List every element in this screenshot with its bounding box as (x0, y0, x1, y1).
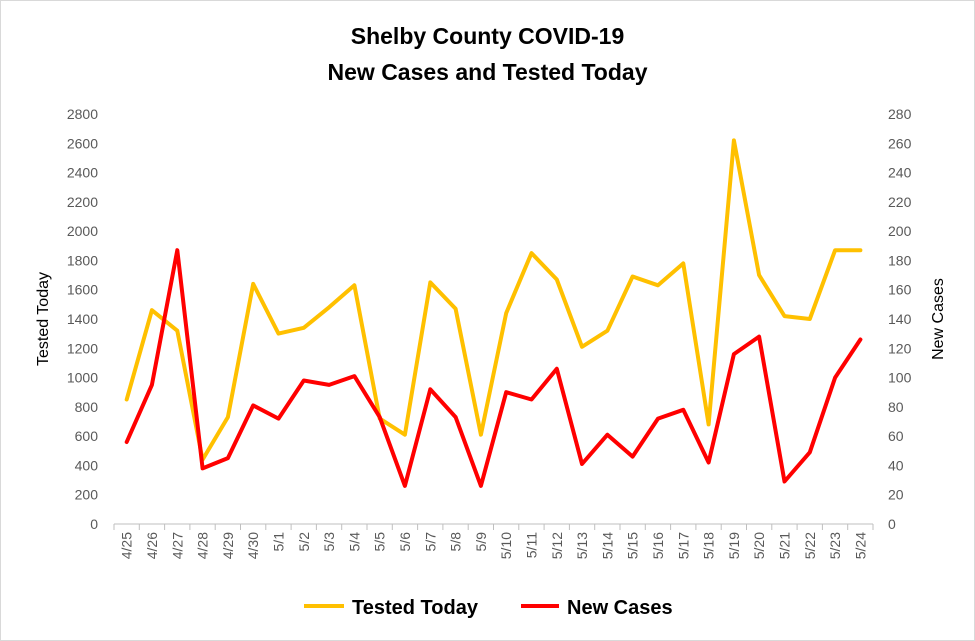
x-tick-label: 5/8 (448, 532, 464, 552)
x-tick-label: 5/19 (726, 532, 742, 559)
y-left-tick-label: 2600 (67, 135, 98, 151)
x-tick-label: 5/21 (776, 532, 792, 559)
y-right-tick-label: 160 (888, 282, 912, 298)
y-right-tick-label: 180 (888, 252, 912, 268)
y-right-tick-label: 240 (888, 165, 912, 181)
y-right-tick-label: 120 (888, 340, 912, 356)
y-right-tick-label: 140 (888, 311, 912, 327)
y-left-tick-label: 1000 (67, 370, 98, 386)
y-right-tick-label: 220 (888, 194, 912, 210)
y-left-tick-label: 800 (75, 399, 99, 415)
series-layer (124, 138, 863, 488)
axes: 4/25 4/26 4/27 4/28 4/29 4/30 5/1 5/2 5/3 5/4 5/5 5… (35, 106, 947, 559)
x-tick-label: 5/2 (296, 532, 312, 552)
y-right-tick-label: 280 (888, 106, 912, 122)
y-left-tick-label: 2200 (67, 194, 98, 210)
legend: Tested Today New Cases (304, 597, 673, 619)
y-left-tick-label: 1800 (67, 252, 98, 268)
y-left-tick-label: 2800 (67, 106, 98, 122)
series-line-tested-today (124, 138, 863, 462)
x-tick-label: 4/27 (169, 532, 185, 559)
y-right-tick-label: 60 (888, 428, 904, 444)
x-tick-label: 4/25 (119, 532, 135, 559)
x-tick-label: 5/11 (523, 532, 539, 558)
y-left-tick-label: 2400 (67, 165, 98, 181)
legend-label-new-cases: New Cases (567, 597, 673, 619)
y-left-tick-label: 0 (90, 516, 98, 532)
y-left-axis-title: Tested Today (35, 272, 52, 366)
x-tick-label: 4/26 (144, 532, 160, 559)
x-tick-label: 5/6 (397, 532, 413, 552)
y-left-tick-label: 2000 (67, 223, 98, 239)
y-left-tick-label: 600 (75, 428, 99, 444)
x-tick-label: 5/3 (321, 532, 337, 552)
y-left-tick-label: 1400 (67, 311, 98, 327)
x-tick-label: 5/9 (473, 532, 489, 552)
x-tick-label: 5/20 (751, 532, 767, 559)
y-right-tick-label: 20 (888, 487, 904, 503)
y-right-tick-label: 200 (888, 223, 912, 239)
x-tick-label: 5/1 (270, 532, 286, 552)
legend-label-tested-today: Tested Today (352, 597, 479, 619)
y-left-tick-label: 200 (75, 487, 99, 503)
x-tick-label: 5/7 (422, 532, 438, 552)
chart-subtitle: New Cases and Tested Today (327, 59, 648, 85)
x-tick-label: 5/17 (675, 532, 691, 559)
y-right-tick-label: 40 (888, 457, 904, 473)
y-left-tick-label: 400 (75, 457, 99, 473)
y-left-tick-label: 1600 (67, 282, 98, 298)
chart-title: Shelby County COVID-19 (350, 23, 625, 49)
x-tick-label: 5/15 (625, 532, 641, 559)
x-tick-label: 5/13 (574, 532, 590, 559)
y-right-axis-title: New Cases (930, 278, 947, 360)
series-line-new-cases (124, 248, 863, 488)
x-tick-label: 5/14 (599, 532, 615, 559)
x-tick-label: 4/29 (220, 532, 236, 559)
x-tick-label: 5/4 (346, 532, 362, 552)
x-tick-label: 5/23 (827, 532, 843, 559)
x-tick-label: 5/18 (701, 532, 717, 559)
x-tick-label: 5/16 (650, 532, 666, 559)
x-tick-label: 5/24 (852, 532, 868, 559)
y-right-tick-label: 0 (888, 516, 896, 532)
y-right-tick-label: 80 (888, 399, 904, 415)
x-tick-label: 5/12 (549, 532, 565, 559)
x-tick-label: 5/10 (498, 532, 514, 559)
x-tick-label: 4/30 (245, 532, 261, 559)
x-tick-label: 5/5 (372, 532, 388, 552)
x-tick-label: 4/28 (195, 532, 211, 559)
y-right-tick-label: 100 (888, 370, 912, 386)
x-tick-label: 5/22 (802, 532, 818, 559)
y-left-tick-label: 1200 (67, 340, 98, 356)
y-right-tick-label: 260 (888, 135, 912, 151)
